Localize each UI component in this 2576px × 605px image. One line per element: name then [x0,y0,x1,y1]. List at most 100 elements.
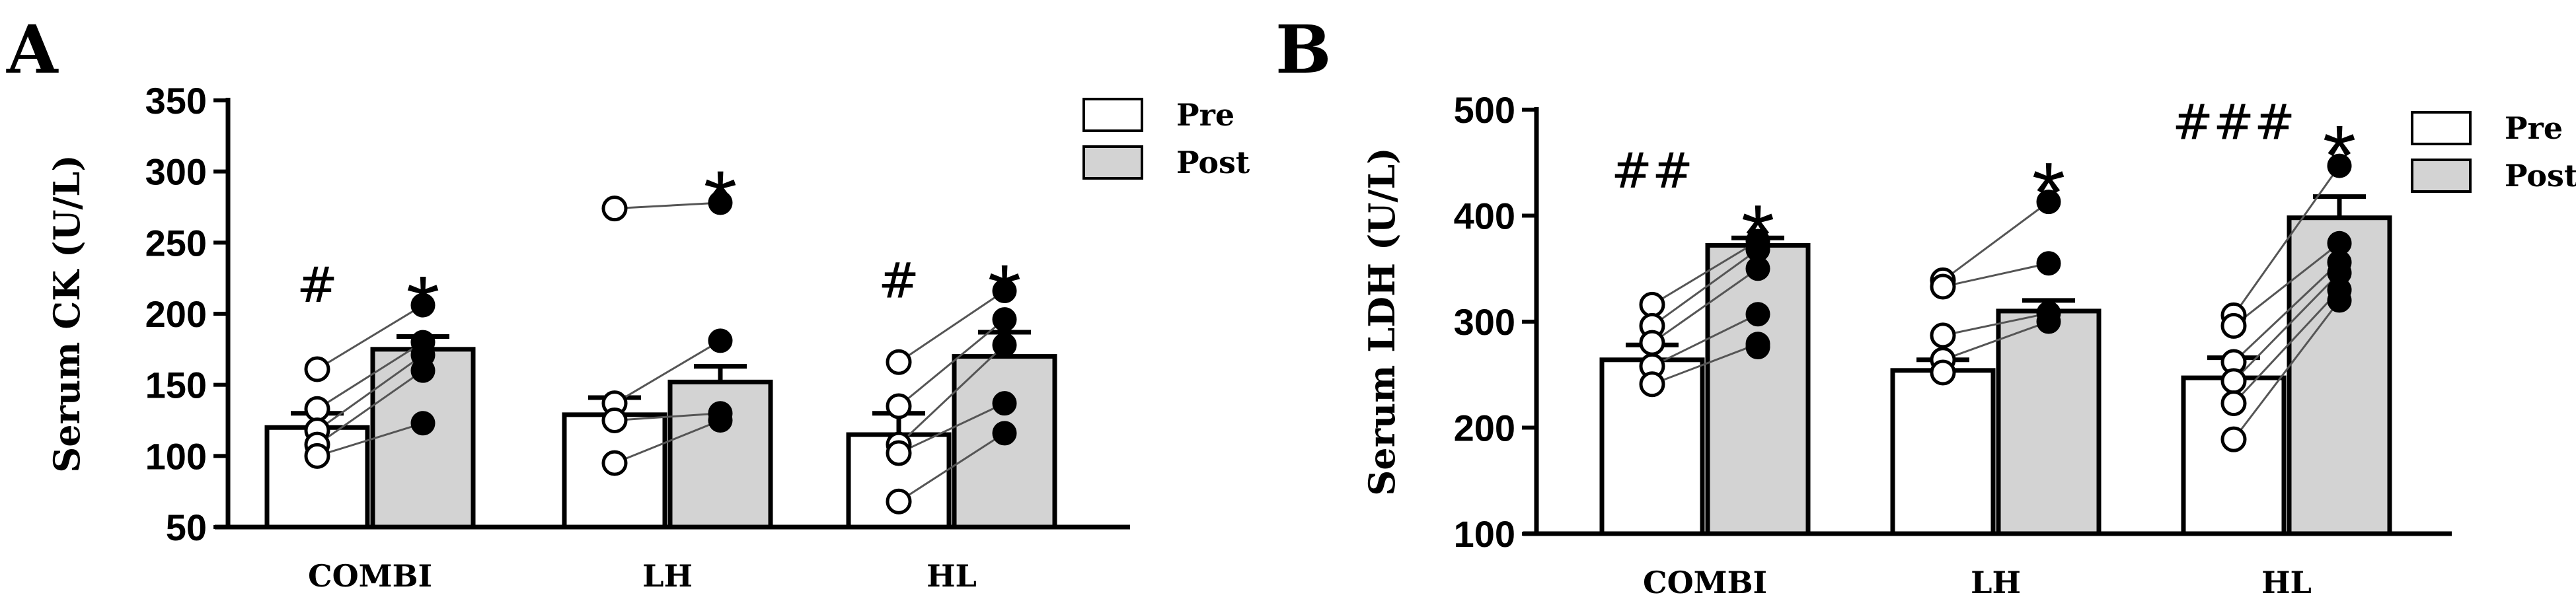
legend-swatch-pre [1082,98,1143,132]
pair-line [614,339,721,404]
significance-star: * [704,153,738,249]
y-tick-label: 100 [1454,513,1515,555]
point-post [410,411,436,436]
pair-line [897,344,1006,446]
x-tick-label-combi: COMBI [308,558,432,594]
legend-label-pre: Pre [1176,97,1234,133]
x-tick-label-lh: LH [1971,565,2021,600]
point-post [1745,302,1770,327]
point-pre [2220,390,2247,417]
point-pre [1930,359,1956,386]
pair-line [898,432,1005,503]
legend-label-post: Post [2505,158,2576,194]
legend-label-pre: Pre [2505,110,2563,146]
legend-swatch-post [2411,159,2472,193]
point-post [410,358,436,383]
pair-line [898,318,1005,408]
legend-swatch-post [1082,145,1143,180]
point-post [410,293,436,318]
point-post [1745,335,1770,360]
pair-line [2232,165,2341,316]
point-post [992,332,1017,357]
point-pre [601,196,628,222]
point-post [708,328,733,353]
point-post [992,279,1017,304]
pair-line [1651,267,1759,344]
pair-line [317,369,424,446]
panel-b-chart: Serum LDH (U/L) COMBI LH HL ## * * ### * 100 200 30… [1361,89,2576,600]
x-tick-label-combi: COMBI [1643,565,1767,600]
y-tick-label: 300 [1454,301,1515,343]
pair-line [1651,248,1759,327]
point-pre [601,408,628,433]
point-post [2327,153,2352,178]
pair-line [614,419,721,464]
pair-line [317,354,424,431]
pair-line [1651,240,1759,306]
point-pre [1930,322,1956,349]
pair-line [614,412,721,421]
significance-star: * [2323,107,2357,203]
point-post [2036,190,2061,215]
significance-hash: # [878,252,919,309]
significance-hash: # [297,257,338,314]
y-tick-label: 350 [145,80,207,122]
y-tick-label: 400 [1454,196,1515,237]
y-tick-label: 200 [145,293,207,335]
point-pre [304,356,330,382]
y-axis-label: Serum CK (U/L) [46,155,88,473]
pair-line [317,341,424,410]
point-pre [886,488,912,515]
pair-line [898,402,1005,454]
bar-pre-lh [1890,368,1996,536]
pair-line [1942,262,2049,288]
point-pre [1639,371,1665,398]
point-pre [601,450,628,476]
y-tick-label: 500 [1454,89,1515,131]
point-pre [886,349,912,375]
point-post [2036,251,2061,276]
pair-line [2232,272,2341,382]
point-post [1745,256,1770,281]
pair-line [898,290,1005,363]
point-post [992,307,1017,332]
pair-line [1942,320,2049,361]
point-pre [1639,291,1665,318]
legend-label-post: Post [1176,145,1250,180]
panel-letter-a: A [6,11,59,89]
bar-post-combi [1705,242,1811,536]
x-tick-label-lh: LH [642,558,693,594]
y-tick-label: 300 [145,151,207,193]
legend-swatch-pre [2411,111,2472,145]
x-tick-label-hl: HL [927,558,977,594]
point-pre [304,396,330,422]
pair-line [2233,242,2340,327]
x-tick-label-hl: HL [2261,565,2312,600]
pair-line [1942,312,2049,337]
point-pre [886,393,912,419]
point-pre [2220,368,2247,394]
significance-hash: ### [2172,94,2295,151]
point-post [708,190,733,215]
panel-a-chart: Serum CK (U/L) COMBI LH HL # * * # * 50 100 150 200 2… [46,80,1250,594]
pair-line [1942,201,2049,281]
pair-line [317,422,424,457]
pair-line [2232,299,2341,441]
pair-line [317,304,424,371]
significance-hash: ## [1611,143,1693,199]
y-axis-label: Serum LDH (U/L) [1361,147,1403,496]
point-pre [2220,426,2247,452]
point-pre [1930,273,1956,300]
point-post [992,421,1017,446]
y-tick-label: 150 [145,365,207,406]
pair-line [1651,313,1759,367]
point-pre [304,443,330,469]
bar-post-lh [1996,308,2102,536]
significance-star: * [988,246,1022,343]
significance-star: * [1741,187,1775,283]
y-tick-label: 200 [1454,408,1515,449]
point-post [2327,288,2352,313]
point-post [708,408,733,433]
significance-star: * [406,258,440,354]
